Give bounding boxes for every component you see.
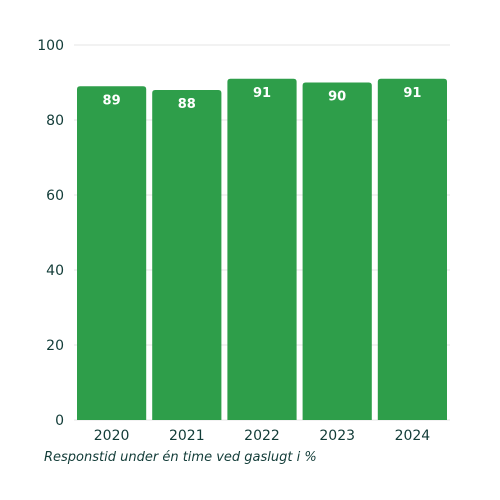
y-tick-label: 100 [37,38,64,54]
bar-2021 [152,90,222,420]
bar-2023 [302,82,372,420]
bar-2024 [377,78,447,420]
y-tick-label: 20 [46,338,64,354]
x-axis-ticks: 2020 2021 2022 2023 2024 [94,428,431,444]
bar-value-label: 88 [178,97,196,112]
bar-value-label: 90 [328,90,346,105]
y-tick-label: 60 [46,188,64,204]
bar-2020 [77,86,147,420]
bar-value-label: 89 [103,93,121,108]
x-tick-label: 2022 [244,428,280,444]
y-axis-ticks: 0 20 40 60 80 100 [37,38,64,429]
x-tick-label: 2024 [395,428,431,444]
x-axis-caption: Responstid under én time ved gaslugt i % [44,450,317,465]
x-tick-label: 2020 [94,428,130,444]
y-tick-label: 80 [46,113,64,129]
bar-2022 [227,78,297,420]
bars: 89 88 91 90 91 [77,78,447,420]
y-tick-label: 40 [46,263,64,279]
x-tick-label: 2021 [169,428,205,444]
x-tick-label: 2023 [319,428,355,444]
bar-value-label: 91 [403,86,421,101]
bar-value-label: 91 [253,86,271,101]
y-tick-label: 0 [55,413,64,429]
